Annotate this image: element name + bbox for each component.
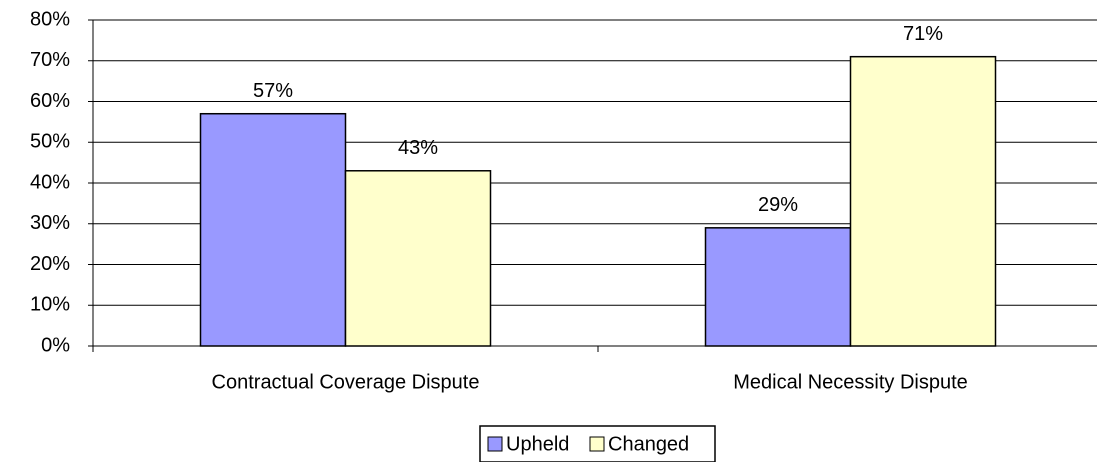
x-tick-label: Medical Necessity Dispute: [733, 371, 968, 393]
y-tick-label: 70%: [30, 49, 70, 71]
legend-label: Upheld: [506, 433, 569, 455]
y-tick-label: 80%: [30, 8, 70, 30]
legend-label: Changed: [608, 433, 689, 455]
x-tick-label: Contractual Coverage Dispute: [212, 371, 480, 393]
y-tick-label: 40%: [30, 171, 70, 193]
data-label: 29%: [758, 194, 798, 216]
y-tick-label: 50%: [30, 131, 70, 153]
data-label: 43%: [398, 137, 438, 159]
data-label: 71%: [903, 23, 943, 45]
bar: [704, 227, 852, 347]
bar: [199, 112, 347, 347]
y-tick-label: 0%: [41, 334, 70, 356]
legend-swatch: [589, 436, 605, 452]
y-tick-label: 20%: [30, 253, 70, 275]
bar: [344, 170, 492, 347]
y-tick-label: 60%: [30, 90, 70, 112]
legend-swatch: [487, 436, 503, 452]
data-label: 57%: [253, 80, 293, 102]
y-tick-label: 30%: [30, 212, 70, 234]
y-tick-label: 10%: [30, 294, 70, 316]
bar: [849, 55, 997, 347]
